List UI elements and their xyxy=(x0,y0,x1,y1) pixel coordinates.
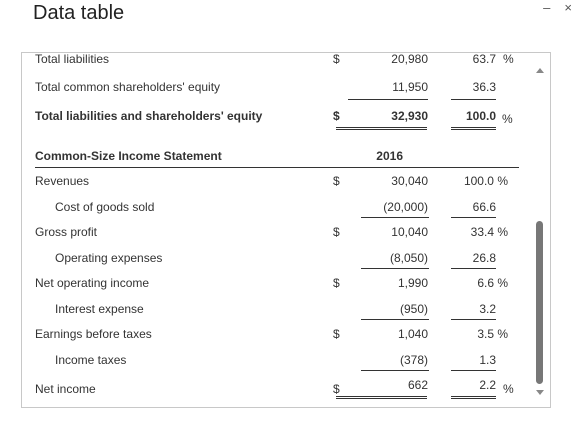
row-value: 1,990 xyxy=(397,276,428,290)
window-controls: – × xyxy=(543,0,572,15)
row-label: Revenues xyxy=(35,174,90,188)
row-label: Net operating income xyxy=(35,276,150,290)
dollar-sign: $ xyxy=(333,52,340,66)
dollar-sign: $ xyxy=(333,382,340,396)
row-pct: 100.0 xyxy=(465,109,496,123)
row-value: 1,040 xyxy=(397,327,428,341)
row-value: 20,980 xyxy=(391,52,428,66)
row-value: (20,000) xyxy=(383,200,428,214)
underline xyxy=(451,319,496,320)
pct-sign: % xyxy=(503,382,514,396)
row-label: Earnings before taxes xyxy=(35,327,152,341)
dollar-sign: $ xyxy=(333,225,340,239)
row-pct: 66.6 xyxy=(472,200,496,214)
underline xyxy=(361,370,429,371)
row-value: 10,040 xyxy=(391,225,428,239)
underline xyxy=(451,370,496,371)
scroll-down-icon[interactable] xyxy=(536,390,544,395)
pct-sign: % xyxy=(503,52,514,66)
scrollbar-thumb[interactable] xyxy=(536,221,543,384)
double-underline xyxy=(336,129,427,130)
row-value: 11,950 xyxy=(392,80,428,94)
data-table-panel: Total liabilities $ 20,980 63.7 % Total … xyxy=(21,52,551,408)
row-label: Total common shareholders' equity xyxy=(35,80,221,94)
underline xyxy=(451,99,496,100)
underline xyxy=(451,268,496,269)
data-table-content: Total liabilities $ 20,980 63.7 % Total … xyxy=(22,53,532,407)
underline xyxy=(361,319,429,320)
dollar-sign: $ xyxy=(333,276,340,290)
row-label: Total liabilities and shareholders' equi… xyxy=(35,109,263,123)
underline xyxy=(361,268,429,269)
minimize-icon[interactable]: – xyxy=(543,0,551,15)
row-label: Income taxes xyxy=(55,353,127,367)
section-heading: Common-Size Income Statement xyxy=(35,149,222,163)
row-pct: 26.8 xyxy=(472,251,496,265)
row-label: Operating expenses xyxy=(55,251,163,265)
row-pct: 33.4 % xyxy=(470,225,508,239)
pct-sign: % xyxy=(502,112,513,126)
row-pct: 1.3 xyxy=(479,353,496,367)
row-value: (950) xyxy=(399,302,428,316)
row-pct: 3.5 % xyxy=(477,327,508,341)
double-underline xyxy=(451,127,496,128)
underline xyxy=(361,217,429,218)
row-label: Interest expense xyxy=(55,302,144,316)
header-rule xyxy=(35,167,519,168)
row-value: 30,040 xyxy=(391,174,428,188)
scroll-up-icon[interactable] xyxy=(536,68,544,73)
year-heading: 2016 xyxy=(376,149,403,163)
row-pct: 36.3 xyxy=(472,80,496,94)
row-value: (378) xyxy=(399,353,428,367)
dollar-sign: $ xyxy=(333,109,340,123)
row-pct: 6.6 % xyxy=(477,276,508,290)
close-icon[interactable]: × xyxy=(564,0,572,15)
row-label: Gross profit xyxy=(35,225,98,239)
underline xyxy=(451,217,496,218)
row-label: Net income xyxy=(35,382,96,396)
double-underline xyxy=(336,396,427,397)
row-value: (8,050) xyxy=(389,251,428,265)
underline xyxy=(348,99,428,100)
dollar-sign: $ xyxy=(333,174,340,188)
row-pct: 2.2 xyxy=(479,378,496,392)
window-title: Data table xyxy=(33,2,125,24)
double-underline xyxy=(451,129,496,130)
dollar-sign: $ xyxy=(333,327,340,341)
row-label: Total liabilities xyxy=(35,52,110,66)
row-value: 32,930 xyxy=(391,109,428,123)
double-underline xyxy=(451,396,496,397)
row-pct: 100.0 % xyxy=(463,174,508,188)
row-value: 662 xyxy=(407,378,428,392)
double-underline xyxy=(451,398,496,399)
row-pct: 63.7 xyxy=(472,52,496,66)
row-pct: 3.2 xyxy=(479,302,496,316)
double-underline xyxy=(336,127,427,128)
row-label: Cost of goods sold xyxy=(55,200,155,214)
double-underline xyxy=(336,398,427,399)
